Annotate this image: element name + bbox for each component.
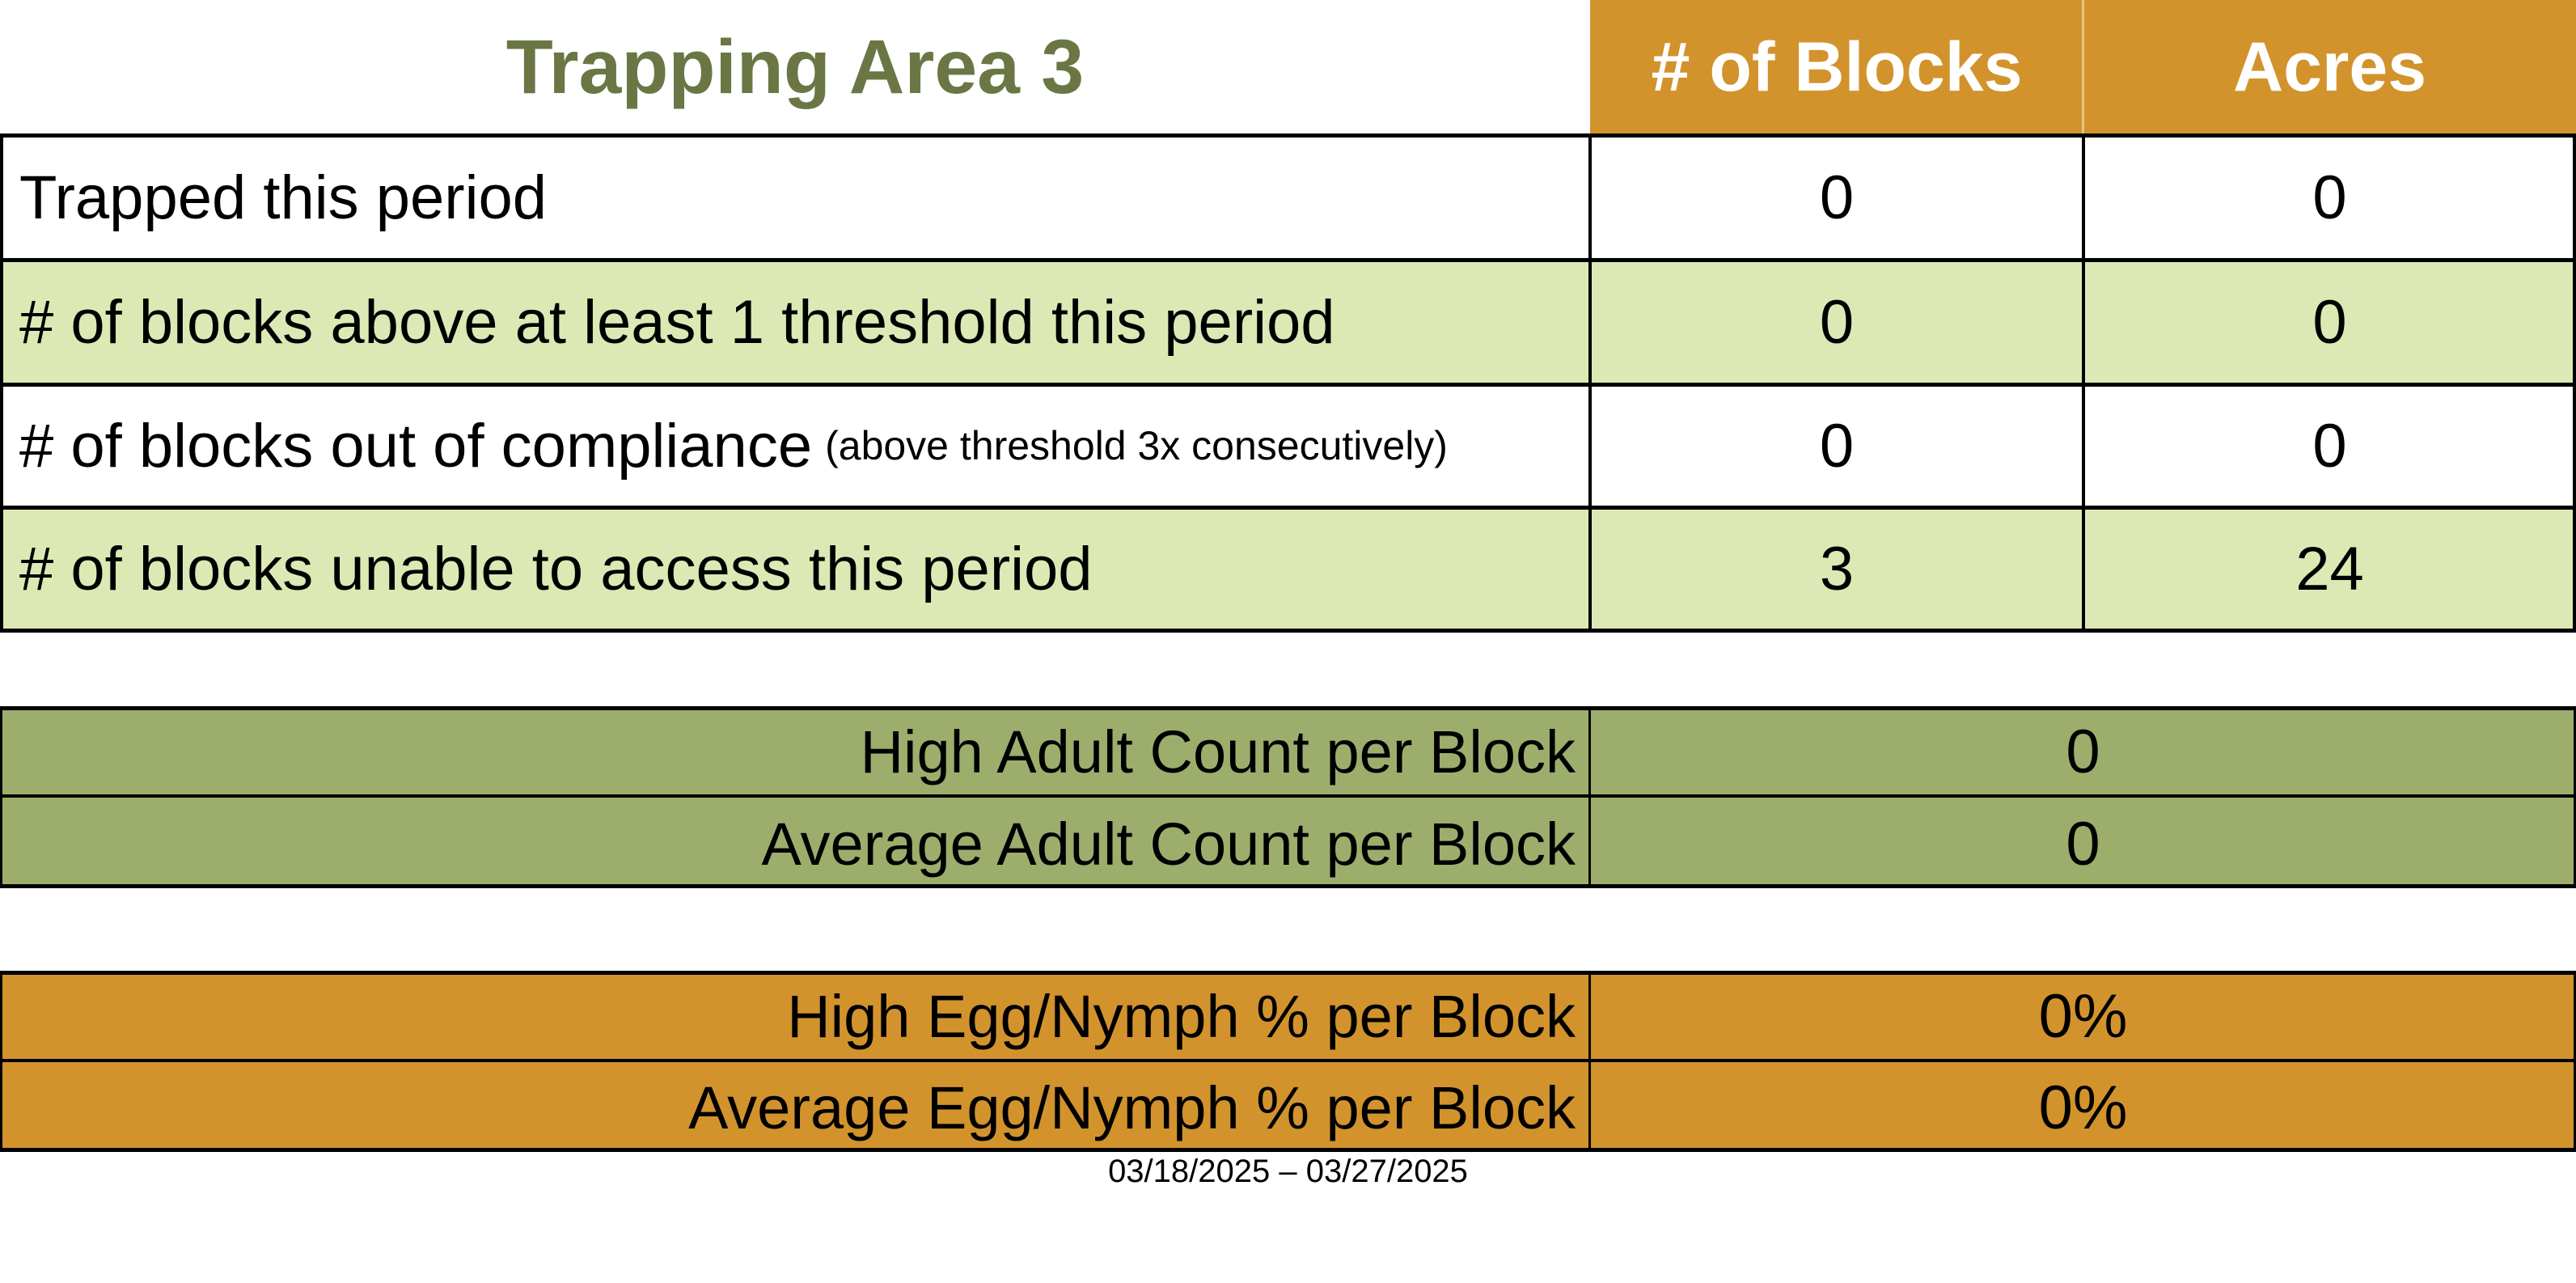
row-label-text: # of blocks unable to access this period (19, 535, 1093, 603)
table-row (0, 384, 2576, 507)
table-border (0, 135, 3, 631)
column-header-blocks: # of Blocks (1590, 0, 2083, 135)
row-label-text: Trapped this period (19, 163, 548, 232)
egg-average-label: Average Egg/Nymph % per Block (688, 1073, 1576, 1141)
blocks-value: 3 (1819, 535, 1855, 603)
acres-value: 0 (2312, 411, 2347, 481)
acres-value: 0 (2312, 287, 2347, 357)
table-border (0, 506, 2576, 510)
table-border (2573, 135, 2576, 631)
section-border (0, 706, 2576, 710)
blocks-value: 0 (1819, 411, 1855, 481)
column-header-acres: Acres (2083, 0, 2576, 135)
blocks-value: 0 (1819, 163, 1855, 232)
row-label: # of blocks out of compliance (above thr… (0, 384, 1590, 507)
section-border (0, 972, 2, 1151)
page-title: Trapping Area 3 (505, 24, 1085, 110)
section-border (0, 884, 2576, 888)
section-border (2574, 972, 2576, 1151)
section-border (0, 1059, 2576, 1062)
egg-high-value: 0% (2038, 982, 2128, 1051)
date-range: 03/18/2025 – 03/27/2025 (1108, 1154, 1468, 1189)
table-row (0, 260, 2576, 384)
table-border (1588, 135, 1592, 631)
row-label-text: # of blocks out of compliance (19, 411, 813, 481)
section-border (0, 971, 2576, 975)
adult-high-label: High Adult Count per Block (860, 718, 1576, 785)
adult-average-value: 0 (2066, 809, 2100, 879)
section-border (1588, 708, 1591, 888)
adult-high-value: 0 (2066, 718, 2100, 786)
adult-count-section (0, 708, 2576, 888)
adult-average-label: Average Adult Count per Block (761, 810, 1576, 878)
table-border (0, 133, 2576, 138)
table-border (0, 383, 2576, 387)
acres-value: 24 (2295, 535, 2364, 603)
row-label-note: (above threshold 3x consecutively) (825, 423, 1448, 468)
row-label: Trapped this period (0, 135, 1590, 260)
egg-average-value: 0% (2038, 1073, 2128, 1142)
acres-value: 0 (2312, 163, 2347, 232)
section-border (0, 794, 2576, 798)
section-border (2574, 708, 2576, 888)
blocks-value: 0 (1819, 287, 1855, 357)
egg-high-label: High Egg/Nymph % per Block (787, 983, 1576, 1050)
row-label: # of blocks above at least 1 threshold t… (0, 260, 1590, 384)
table-border (0, 629, 2576, 633)
header-column-divider (2082, 0, 2084, 135)
section-border (1588, 972, 1591, 1151)
section-border (0, 708, 2, 888)
row-label-text: # of blocks above at least 1 threshold t… (19, 287, 1335, 357)
section-border (0, 1148, 2576, 1152)
table-border (2082, 135, 2085, 631)
table-row (0, 507, 2576, 631)
row-label: # of blocks unable to access this period (0, 507, 1590, 631)
table-border (0, 258, 2576, 262)
table-row (0, 135, 2576, 260)
